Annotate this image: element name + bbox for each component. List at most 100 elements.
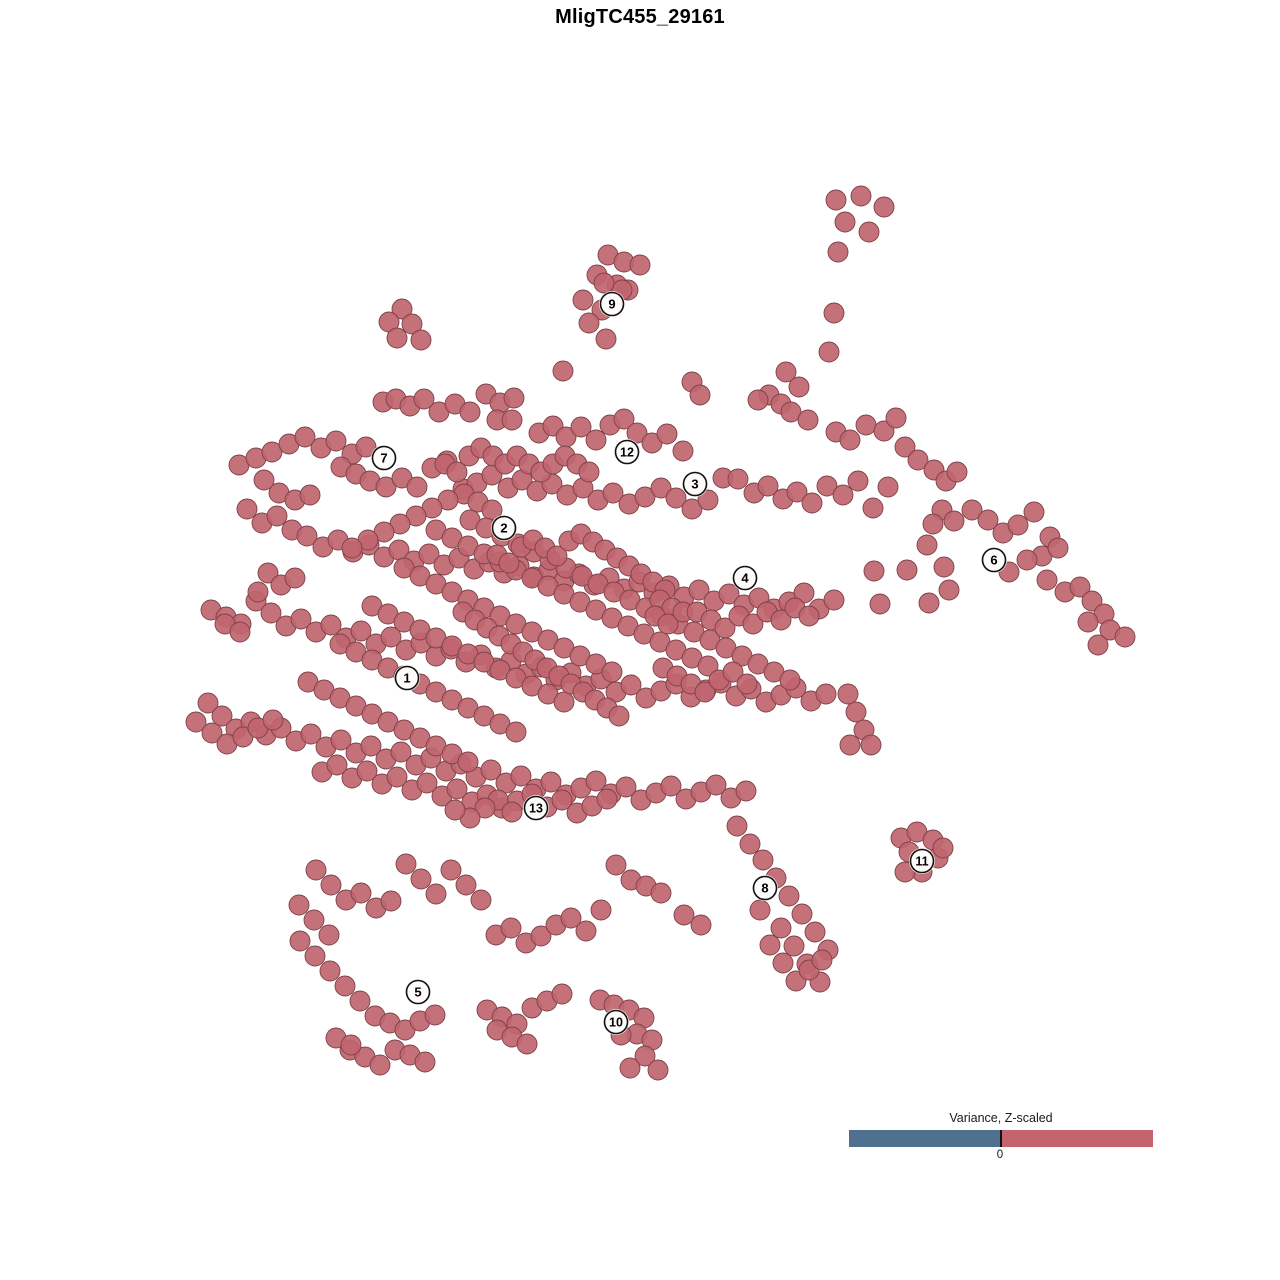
data-point[interactable] <box>289 930 311 952</box>
data-point[interactable] <box>818 341 840 363</box>
data-point[interactable] <box>260 602 282 624</box>
data-point[interactable] <box>300 723 322 745</box>
data-point[interactable] <box>801 492 823 514</box>
data-point[interactable] <box>1036 569 1058 591</box>
data-point[interactable] <box>350 882 372 904</box>
data-point[interactable] <box>863 560 885 582</box>
data-point[interactable] <box>390 741 412 763</box>
data-point[interactable] <box>299 484 321 506</box>
data-point[interactable] <box>626 422 648 444</box>
data-point[interactable] <box>770 609 792 631</box>
data-point[interactable] <box>823 589 845 611</box>
data-point[interactable] <box>933 556 955 578</box>
data-point[interactable] <box>424 1004 446 1026</box>
data-point[interactable] <box>330 729 352 751</box>
data-point[interactable] <box>553 691 575 713</box>
data-point[interactable] <box>290 608 312 630</box>
data-point[interactable] <box>665 487 687 509</box>
data-point[interactable] <box>918 592 940 614</box>
data-point[interactable] <box>660 775 682 797</box>
data-point[interactable] <box>440 859 462 881</box>
data-point[interactable] <box>1023 501 1045 523</box>
data-point[interactable] <box>516 1033 538 1055</box>
data-point[interactable] <box>783 935 805 957</box>
data-point[interactable] <box>340 1034 362 1056</box>
data-point[interactable] <box>946 461 968 483</box>
data-point[interactable] <box>296 525 318 547</box>
data-point[interactable] <box>288 894 310 916</box>
data-point[interactable] <box>907 449 929 471</box>
data-point[interactable] <box>474 797 496 819</box>
data-point[interactable] <box>1087 634 1109 656</box>
data-point[interactable] <box>356 760 378 782</box>
data-point[interactable] <box>650 882 672 904</box>
data-point[interactable] <box>837 683 859 705</box>
data-point[interactable] <box>459 401 481 423</box>
data-point[interactable] <box>779 669 801 691</box>
data-point[interactable] <box>791 903 813 925</box>
data-point[interactable] <box>425 883 447 905</box>
data-point[interactable] <box>749 899 771 921</box>
data-point[interactable] <box>816 475 838 497</box>
data-point[interactable] <box>585 770 607 792</box>
data-point[interactable] <box>386 766 408 788</box>
data-point[interactable] <box>839 429 861 451</box>
data-point[interactable] <box>922 513 944 535</box>
data-point[interactable] <box>319 960 341 982</box>
data-point[interactable] <box>847 470 869 492</box>
data-point[interactable] <box>772 952 794 974</box>
cluster-label-8[interactable]: 8 <box>752 875 778 901</box>
data-point[interactable] <box>862 497 884 519</box>
data-point[interactable] <box>759 934 781 956</box>
data-point[interactable] <box>1081 590 1103 612</box>
data-point[interactable] <box>211 705 233 727</box>
data-point[interactable] <box>697 655 719 677</box>
data-point[interactable] <box>613 408 635 430</box>
data-point[interactable] <box>726 815 748 837</box>
data-point[interactable] <box>742 613 764 635</box>
data-point[interactable] <box>320 614 342 636</box>
data-point[interactable] <box>718 583 740 605</box>
data-point[interactable] <box>266 505 288 527</box>
data-point[interactable] <box>304 945 326 967</box>
data-point[interactable] <box>778 885 800 907</box>
data-point[interactable] <box>873 420 895 442</box>
data-point[interactable] <box>620 674 642 696</box>
data-point[interactable] <box>1069 576 1091 598</box>
data-point[interactable] <box>229 621 251 643</box>
data-point[interactable] <box>257 562 279 584</box>
data-point[interactable] <box>197 692 219 714</box>
data-point[interactable] <box>500 917 522 939</box>
cluster-label-7[interactable]: 7 <box>371 445 397 471</box>
data-point[interactable] <box>815 683 837 705</box>
data-point[interactable] <box>247 581 269 603</box>
data-point[interactable] <box>770 917 792 939</box>
data-point[interactable] <box>349 990 371 1012</box>
data-point[interactable] <box>590 899 612 921</box>
data-point[interactable] <box>672 440 694 462</box>
data-point[interactable] <box>406 476 428 498</box>
data-point[interactable] <box>752 849 774 871</box>
data-point[interactable] <box>540 771 562 793</box>
cluster-label-3[interactable]: 3 <box>682 471 708 497</box>
data-point[interactable] <box>834 211 856 233</box>
data-point[interactable] <box>501 409 523 431</box>
data-point[interactable] <box>380 890 402 912</box>
data-point[interactable] <box>510 765 532 787</box>
data-point[interactable] <box>503 387 525 409</box>
data-point[interactable] <box>498 552 520 574</box>
data-point[interactable] <box>788 376 810 398</box>
data-point[interactable] <box>560 907 582 929</box>
data-point[interactable] <box>326 754 348 776</box>
data-point[interactable] <box>736 673 758 695</box>
data-point[interactable] <box>705 774 727 796</box>
data-point[interactable] <box>185 711 207 733</box>
data-point[interactable] <box>236 498 258 520</box>
data-point[interactable] <box>375 476 397 498</box>
data-point[interactable] <box>262 709 284 731</box>
data-point[interactable] <box>341 537 363 559</box>
data-point[interactable] <box>470 889 492 911</box>
data-point[interactable] <box>401 313 423 335</box>
data-point[interactable] <box>410 329 432 351</box>
data-point[interactable] <box>595 328 617 350</box>
